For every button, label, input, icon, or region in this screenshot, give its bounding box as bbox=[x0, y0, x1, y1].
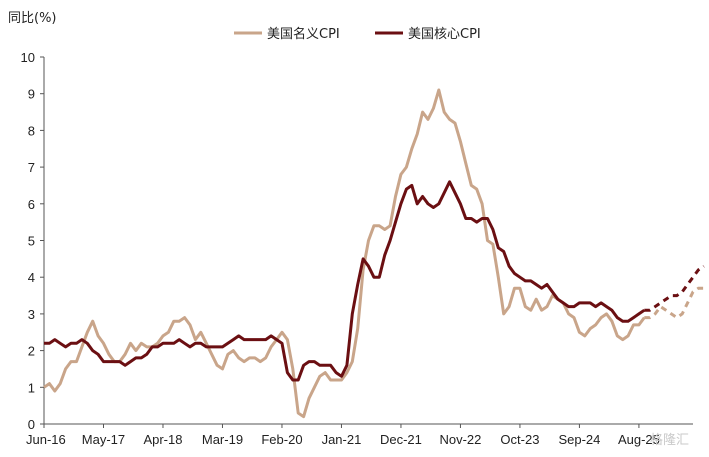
x-tick-label: Aug-25 bbox=[618, 432, 660, 447]
y-tick-label: 6 bbox=[28, 197, 35, 212]
y-tick-label: 4 bbox=[28, 270, 35, 285]
forecast-line-core-cpi bbox=[644, 264, 705, 312]
x-tick-label: Oct-23 bbox=[500, 432, 539, 447]
y-tick-label: 7 bbox=[28, 160, 35, 175]
y-tick-label: 10 bbox=[21, 50, 35, 65]
y-tick-label: 0 bbox=[28, 417, 35, 432]
forecast-line-nominal-cpi bbox=[644, 286, 704, 320]
x-tick-label: Feb-20 bbox=[261, 432, 302, 447]
watermark: 格隆汇 bbox=[650, 432, 689, 448]
legend-label-core-cpi: 美国核心CPI bbox=[408, 27, 481, 42]
y-tick-label: 1 bbox=[28, 380, 35, 395]
x-ticks: Jun-16 May-17 Apr-18 Mar-19 Feb-20 Jan-21 Dec-… bbox=[26, 424, 660, 447]
legend: 美国名义CPI 美国核心CPI bbox=[234, 26, 481, 42]
y-tick-label: 2 bbox=[28, 344, 35, 359]
y-axis-title: 同比(%) bbox=[8, 11, 57, 26]
x-tick-label: May-17 bbox=[82, 432, 125, 447]
y-tick-label: 3 bbox=[28, 307, 35, 322]
y-tick-label: 9 bbox=[28, 87, 35, 102]
x-tick-label: Dec-21 bbox=[380, 432, 422, 447]
series-lines bbox=[43, 88, 705, 419]
y-tick-label: 8 bbox=[28, 123, 35, 138]
y-ticks: 0 1 2 3 4 5 6 7 8 9 10 bbox=[21, 50, 44, 432]
x-tick-label: Sep-24 bbox=[558, 432, 600, 447]
x-tick-label: Nov-22 bbox=[439, 432, 481, 447]
x-tick-label: Jun-16 bbox=[26, 432, 66, 447]
x-tick-label: Apr-18 bbox=[143, 432, 182, 447]
y-tick-label: 5 bbox=[28, 234, 35, 249]
series-line-nominal-cpi bbox=[43, 88, 646, 419]
legend-label-nominal-cpi: 美国名义CPI bbox=[267, 26, 340, 42]
x-tick-label: Mar-19 bbox=[202, 432, 243, 447]
x-tick-label: Jan-21 bbox=[322, 432, 362, 447]
series-line-core-cpi bbox=[44, 180, 646, 382]
